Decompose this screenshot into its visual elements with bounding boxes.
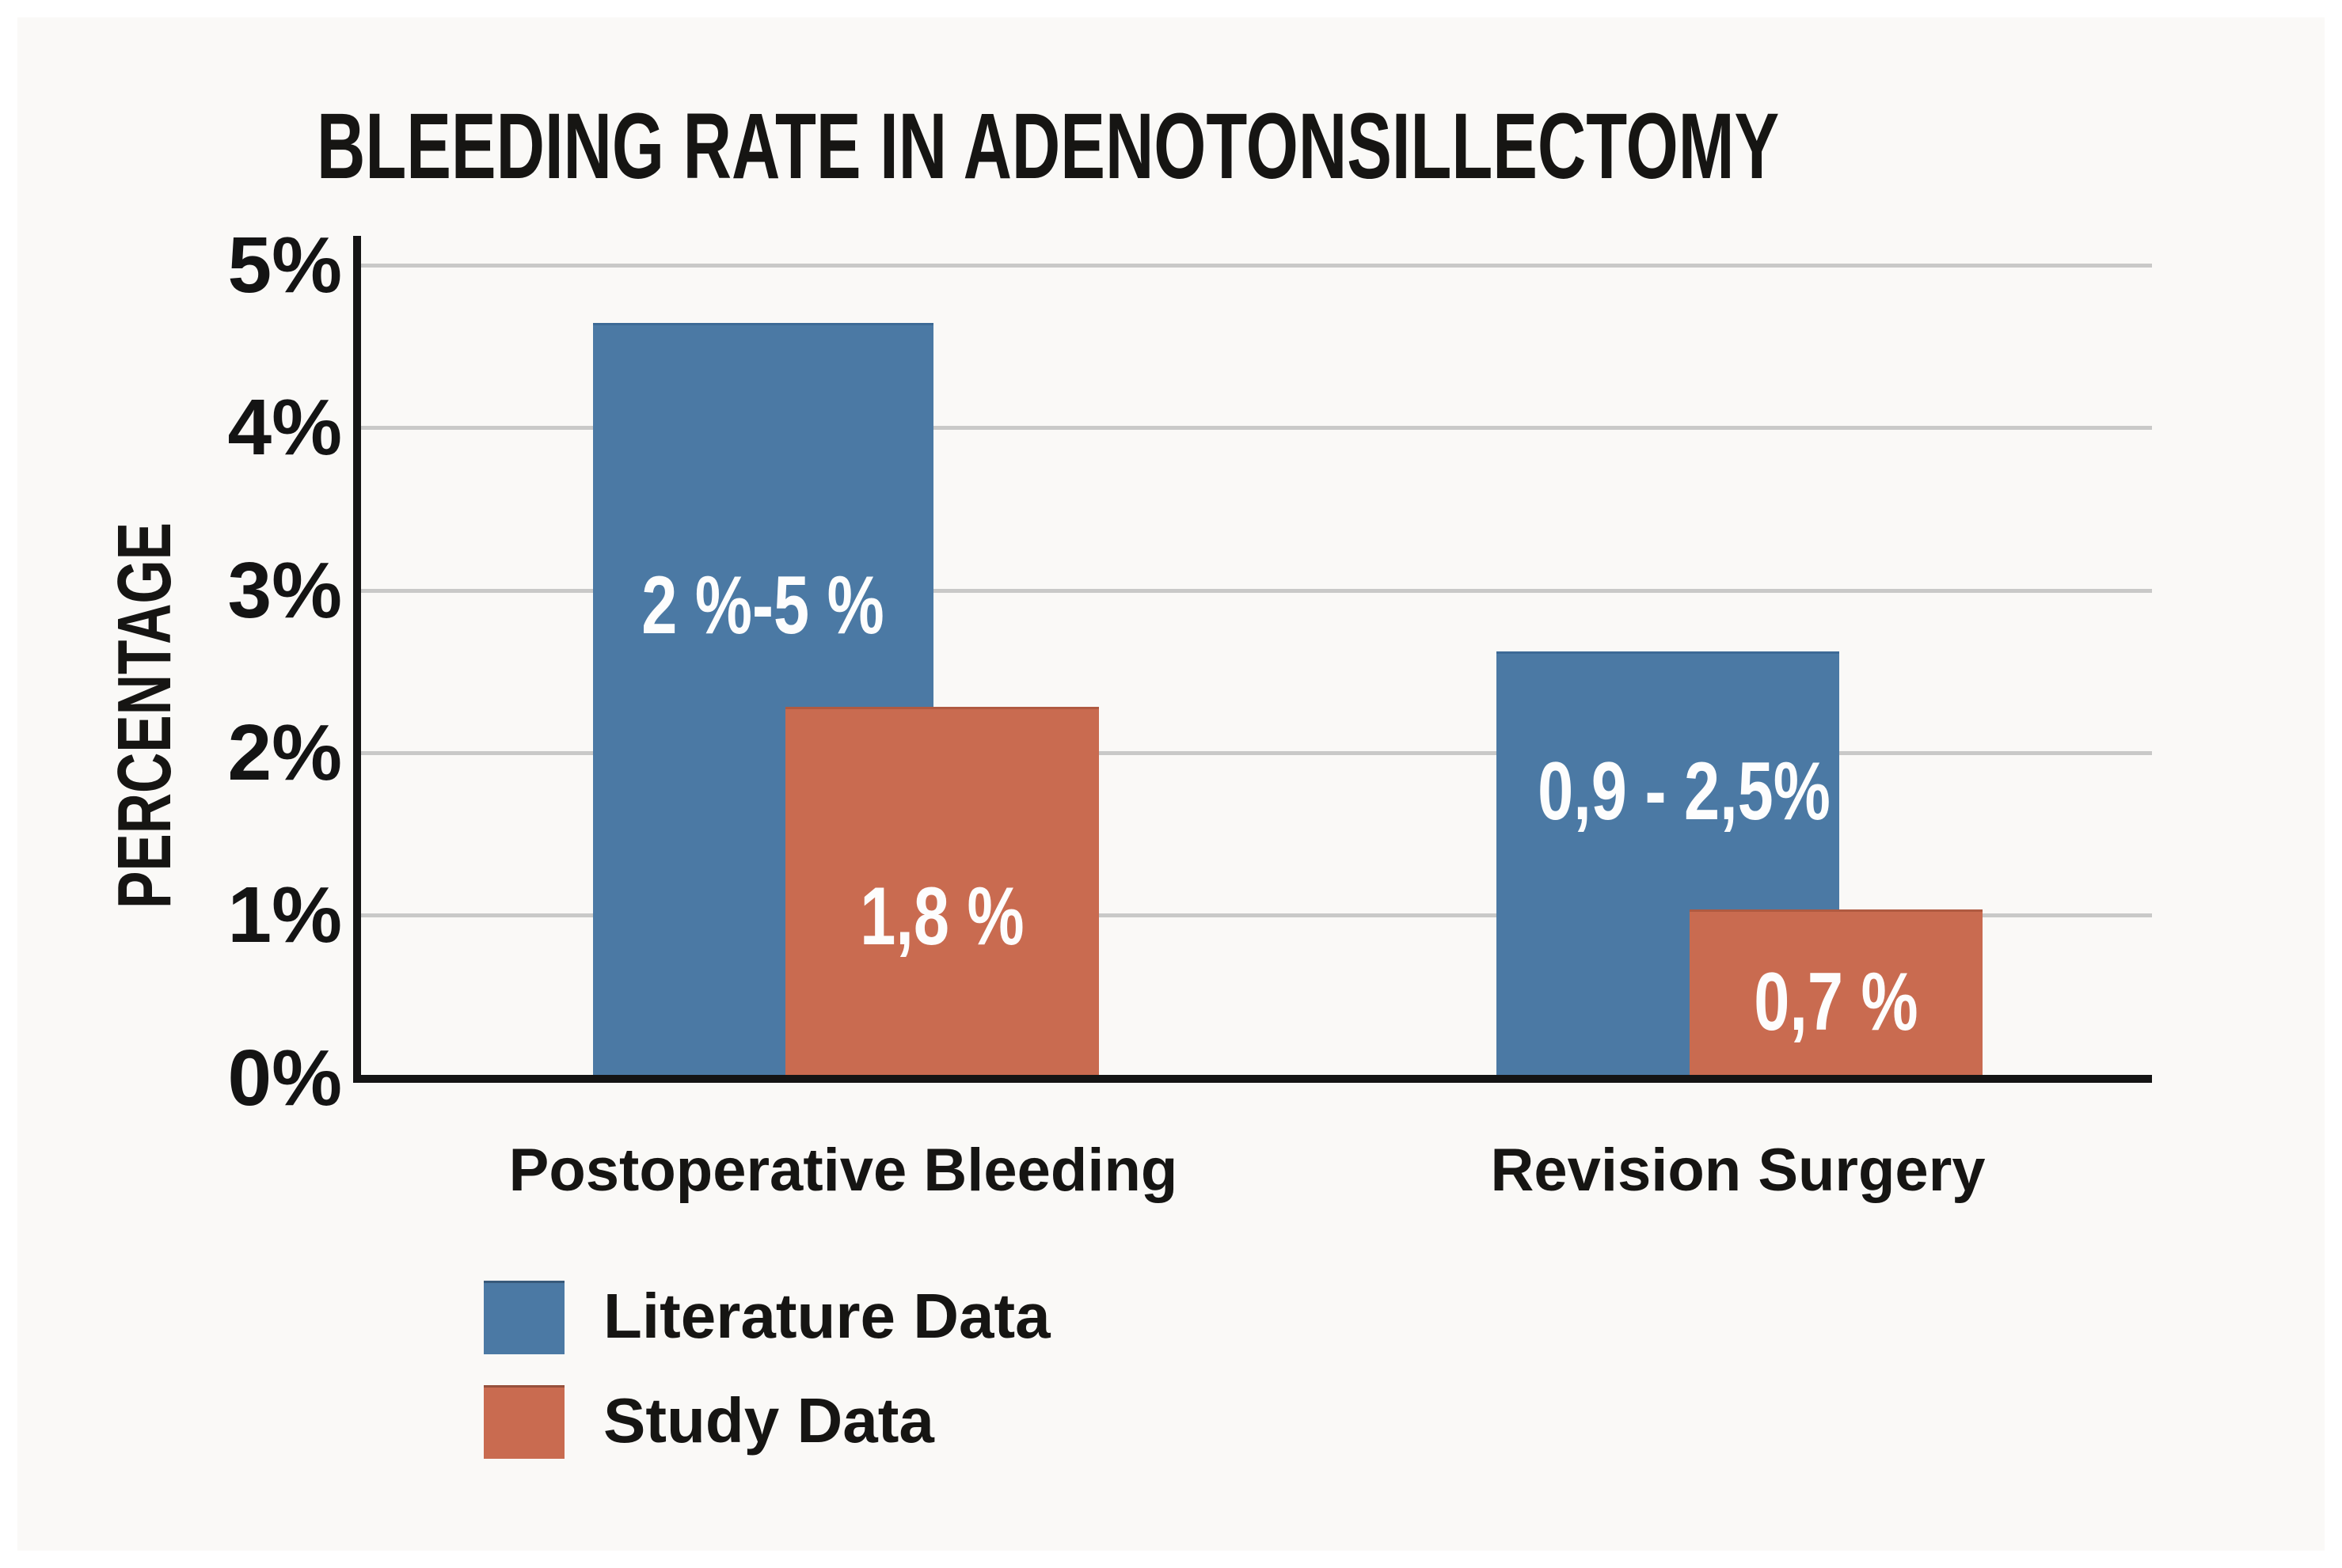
bar-label-study-postoperative: 1,8 % [860,871,1025,962]
y-tick-1pct: 1% [227,871,342,959]
bar-label-literature-postoperative: 2 %-5 % [641,560,885,651]
bar-study-postoperative-bleeding: 1,8 % [785,707,1099,1078]
y-tick-5pct: 5% [227,221,342,309]
legend-label-study: Study Data [603,1385,934,1456]
category-label-revision-surgery: Revision Surgery [1490,1137,1986,1204]
chart-title: BLEEDING RATE IN ADENOTONSILLECTOMY [317,94,1780,199]
y-tick-3pct: 3% [227,546,342,635]
gridline-3pct [356,589,2152,593]
y-tick-0pct: 0% [227,1034,342,1122]
gridline-5pct [356,264,2152,268]
y-tick-2pct: 2% [227,708,342,797]
x-axis-line [353,1075,2152,1083]
category-label-postoperative-bleeding: Postoperative Bleeding [508,1137,1178,1204]
legend-swatch-study-icon [484,1385,565,1459]
bar-literature-revision-surgery: 0,9 - 2,5% [1496,651,1839,1078]
y-tick-4pct: 4% [227,383,342,472]
y-axis-line [353,236,361,1083]
bar-study-revision-surgery: 0,7 % [1690,909,1983,1078]
legend-swatch-literature-icon [484,1281,565,1354]
bar-label-literature-revision: 0,9 - 2,5% [1538,746,1831,837]
legend-label-literature: Literature Data [603,1281,1051,1351]
gridline-4pct [356,426,2152,430]
bar-label-study-revision: 0,7 % [1754,956,1918,1048]
gridline-1pct [356,913,2152,917]
gridline-2pct [356,751,2152,755]
chart-panel [17,17,2325,1551]
